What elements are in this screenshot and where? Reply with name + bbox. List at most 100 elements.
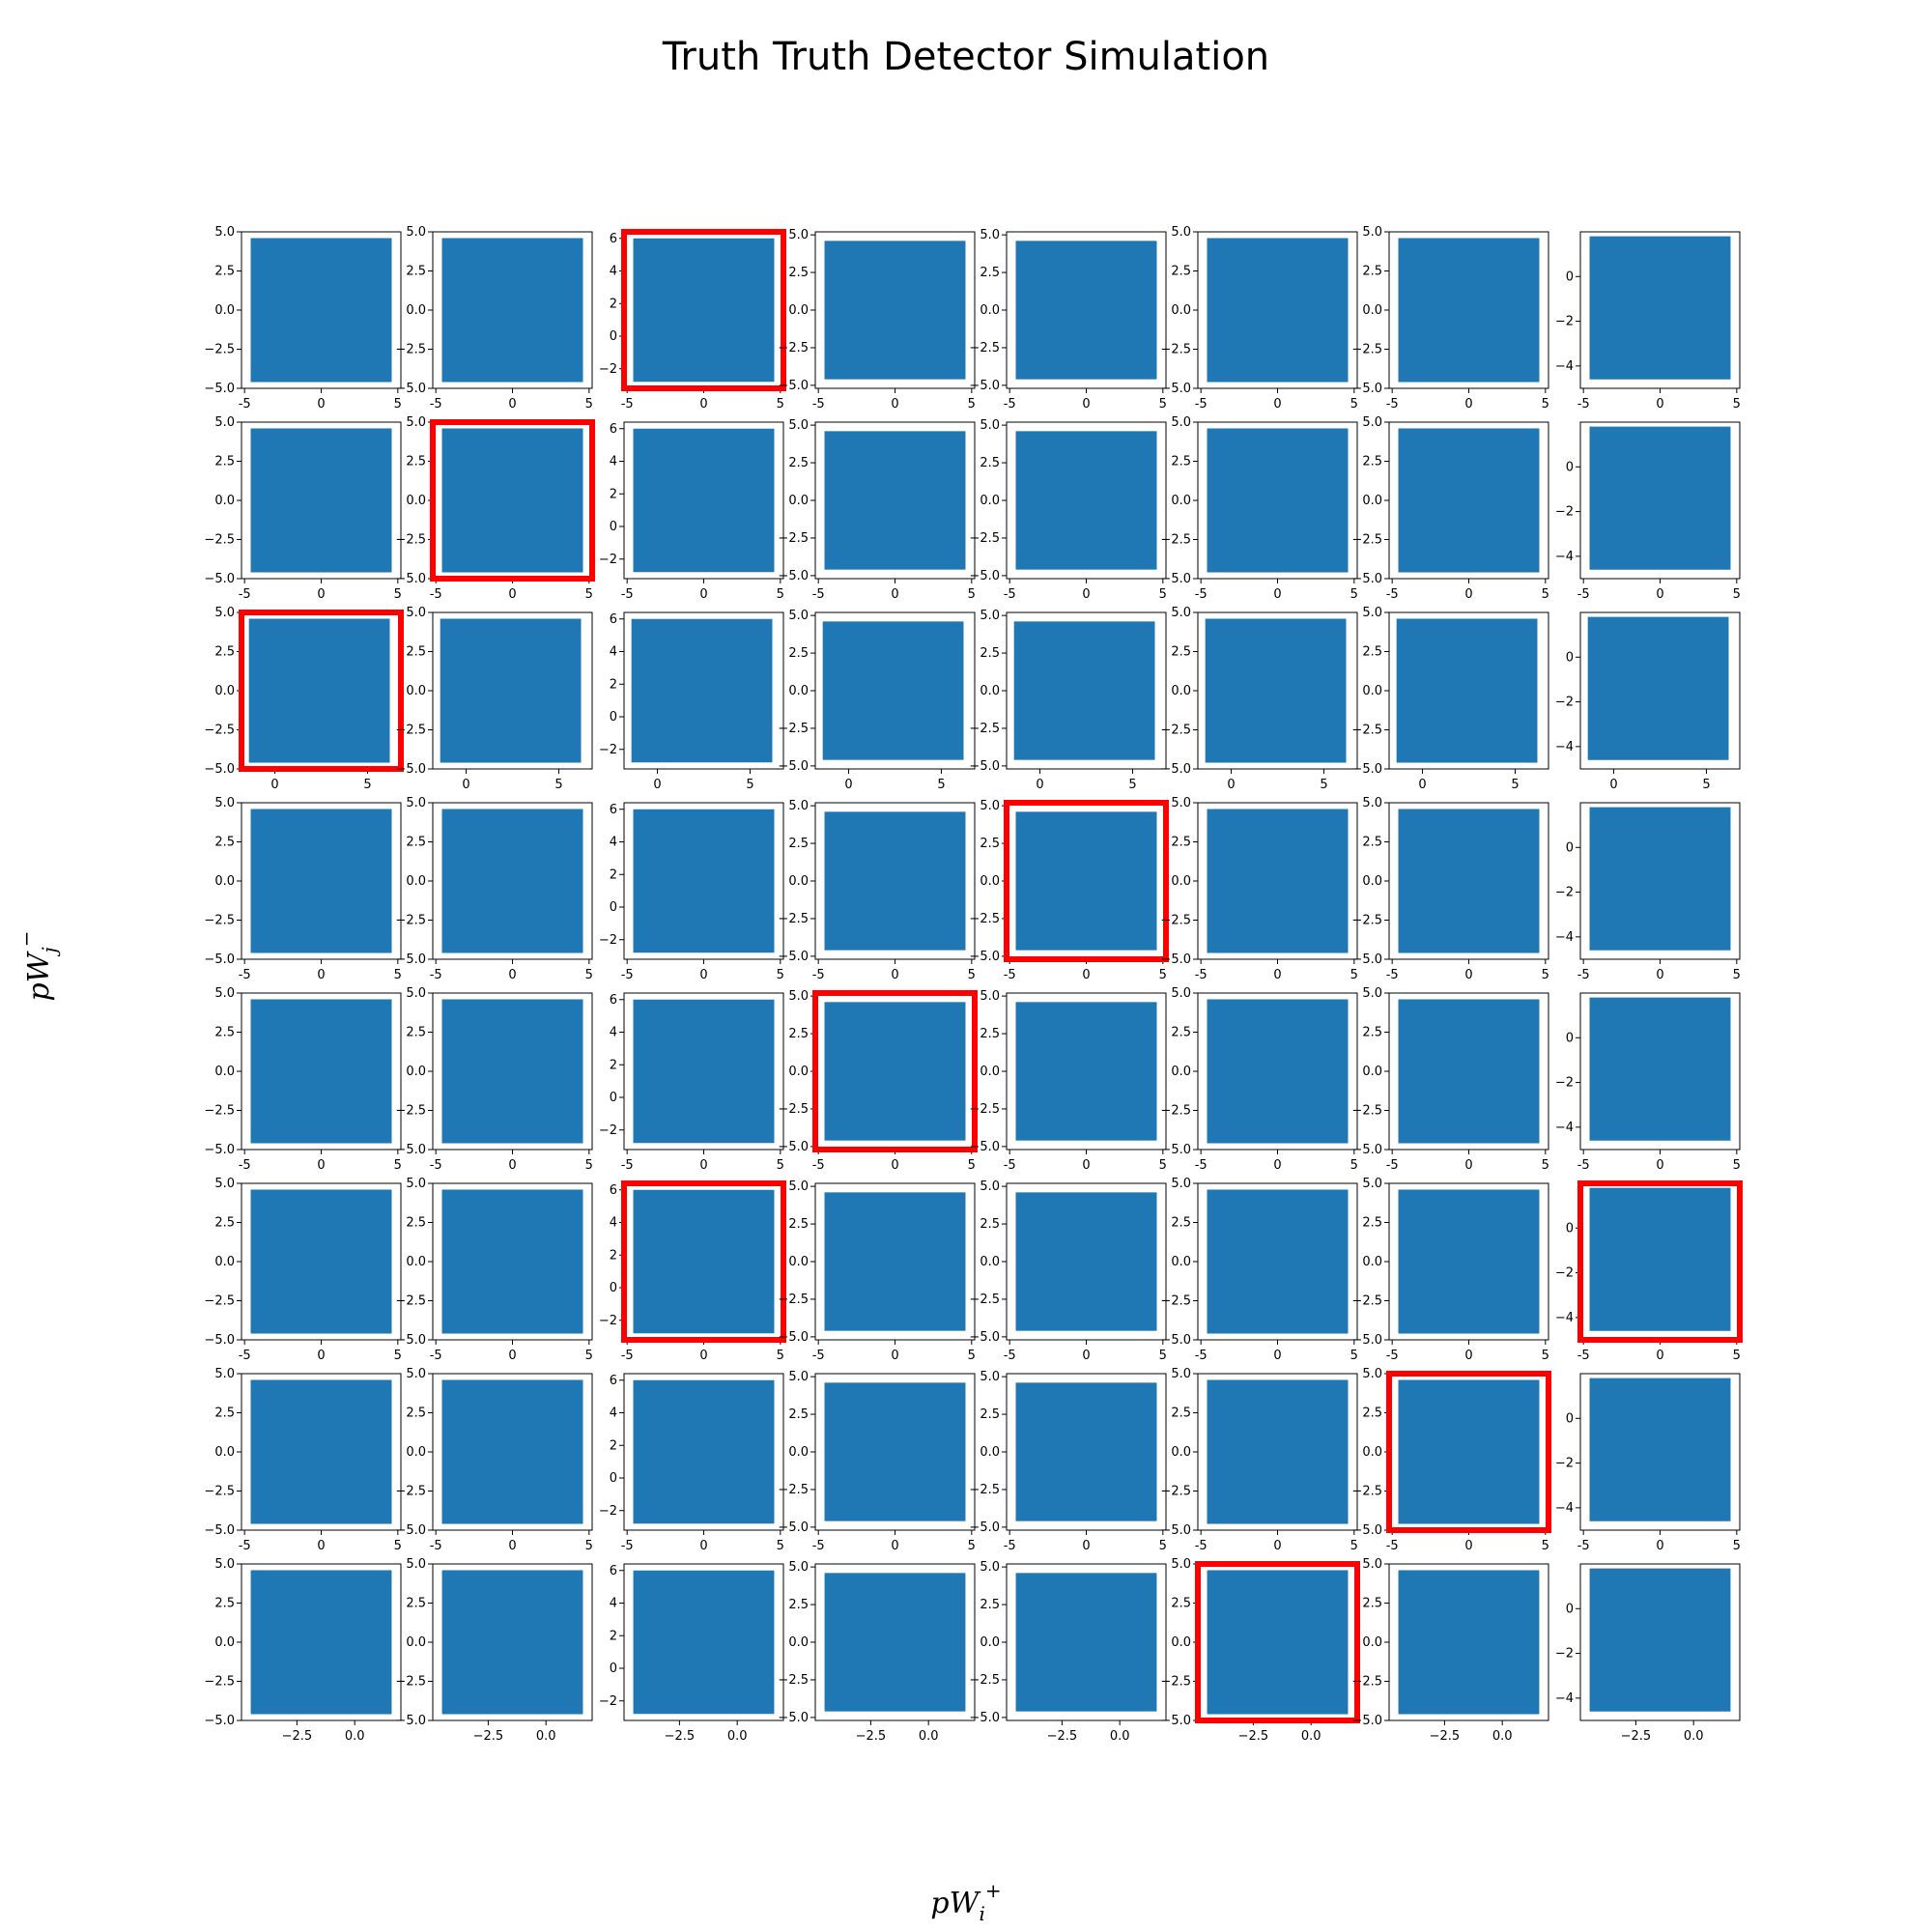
y-tick-label: 5.0 bbox=[1171, 606, 1191, 620]
scatter-points bbox=[824, 431, 966, 570]
y-tick-label: −2 bbox=[1555, 505, 1574, 520]
x-tick-label: 0 bbox=[270, 778, 278, 792]
y-tick-label: −5.0 bbox=[1160, 952, 1191, 967]
x-tick-label: -5 bbox=[1577, 587, 1590, 602]
y-tick-label: 5.0 bbox=[788, 1560, 809, 1575]
y-tick-label: 5.0 bbox=[980, 799, 1000, 813]
y-tick-label: −2.5 bbox=[969, 912, 1000, 926]
x-tick-label: 5 bbox=[1350, 587, 1358, 602]
x-tick-label: -5 bbox=[239, 1539, 251, 1553]
x-tick-label: -5 bbox=[1386, 1539, 1399, 1553]
x-tick-label: -5 bbox=[1577, 1349, 1590, 1363]
subplot-r5-c2: -5 0 5 −2 0 2 4 6 bbox=[599, 1180, 786, 1363]
scatter-points bbox=[1207, 238, 1349, 383]
x-tick-label: 0 bbox=[1273, 587, 1281, 602]
y-tick-label: 0.0 bbox=[406, 1445, 426, 1460]
y-tick-label: −2.5 bbox=[395, 1294, 426, 1309]
y-tick-label: 2.5 bbox=[788, 646, 809, 661]
y-tick-label: 0 bbox=[610, 520, 617, 534]
y-tick-label: −2 bbox=[1555, 1266, 1574, 1281]
y-tick-label: 2.5 bbox=[214, 1216, 235, 1231]
x-tick-label: 5 bbox=[394, 1349, 402, 1363]
scatter-points bbox=[1398, 1189, 1540, 1334]
y-tick-label: 2.5 bbox=[980, 456, 1000, 470]
y-tick-label: 0.0 bbox=[980, 1065, 1000, 1079]
y-tick-label: 4 bbox=[610, 1406, 617, 1421]
x-tick-label: 0 bbox=[508, 397, 516, 412]
y-tick-label: 6 bbox=[610, 1374, 617, 1388]
x-tick-label: 5 bbox=[1159, 1349, 1167, 1363]
scatter-points bbox=[1589, 807, 1731, 951]
y-tick-label: −5.0 bbox=[778, 1520, 809, 1535]
y-tick-label: −5.0 bbox=[969, 950, 1000, 964]
y-tick-label: 0 bbox=[610, 1471, 617, 1486]
x-tick-label: 5 bbox=[1350, 1539, 1358, 1553]
x-tick-label: 0.0 bbox=[1110, 1729, 1130, 1744]
y-tick-label: −4 bbox=[1555, 1311, 1574, 1325]
y-tick-label: 5.0 bbox=[406, 1177, 426, 1191]
scatter-points bbox=[1207, 428, 1349, 573]
y-tick-label: 2.5 bbox=[214, 1026, 235, 1040]
x-tick-label: 5 bbox=[1350, 968, 1358, 982]
y-tick-label: 5.0 bbox=[214, 225, 235, 240]
y-tick-label: −5.0 bbox=[1160, 1143, 1191, 1157]
y-tick-label: −2.5 bbox=[395, 1485, 426, 1499]
y-tick-label: 0 bbox=[610, 900, 617, 915]
x-tick-label: -5 bbox=[1195, 1349, 1208, 1363]
y-tick-label: 5.0 bbox=[406, 606, 426, 620]
x-tick-label: 0.0 bbox=[1492, 1729, 1513, 1744]
y-tick-label: 0.0 bbox=[788, 1445, 809, 1460]
scatter-points bbox=[250, 238, 392, 383]
subplot-r5-c6: -5 0 5−5.0−2.50.02.55.0 bbox=[1351, 1177, 1549, 1363]
scatter-points bbox=[1015, 811, 1157, 951]
y-tick-label: 5.0 bbox=[1171, 1177, 1191, 1191]
x-tick-label: 5 bbox=[585, 1539, 593, 1553]
x-tick-label: -5 bbox=[1004, 968, 1016, 982]
y-tick-label: 2.5 bbox=[1362, 455, 1382, 469]
scatter-points bbox=[440, 618, 582, 763]
y-tick-label: −5.0 bbox=[1351, 1714, 1382, 1728]
scatter-points bbox=[1013, 621, 1155, 760]
subplot-r5-c0: -5 0 5 −5.0 −2.5 0.0 2.5 5.0 bbox=[204, 1177, 402, 1363]
y-tick-label: −5.0 bbox=[395, 1333, 426, 1348]
y-tick-label: −2 bbox=[599, 553, 617, 567]
x-tick-label: 0 bbox=[1609, 778, 1617, 792]
y-tick-label: 0 bbox=[1566, 840, 1574, 855]
y-tick-label: −5.0 bbox=[778, 1711, 809, 1725]
subplot-r2-c1: 0 5 −5.0 −2.5 0.0 2.5 5.0 bbox=[395, 606, 593, 792]
x-tick-label: 5 bbox=[1733, 968, 1741, 982]
y-tick-label: 5.0 bbox=[214, 1367, 235, 1381]
y-tick-label: −5.0 bbox=[1351, 572, 1382, 586]
x-tick-label: 0 bbox=[699, 968, 707, 982]
subplot-r6-c3: -5 0 5 −5.0 −2.5 0.0 2.5 5.0 bbox=[778, 1370, 976, 1553]
x-tick-label: -5 bbox=[1386, 1158, 1399, 1173]
y-tick-label: −2.5 bbox=[969, 341, 1000, 355]
y-tick-label: 2.5 bbox=[1362, 836, 1382, 850]
x-tick-label: 5 bbox=[777, 397, 784, 412]
scatter-points bbox=[1207, 809, 1349, 953]
x-tick-label: 0 bbox=[1036, 778, 1043, 792]
y-tick-label: −5.0 bbox=[969, 1140, 1000, 1154]
y-tick-label: 2.5 bbox=[214, 1597, 235, 1611]
y-tick-label: 0.0 bbox=[406, 494, 426, 508]
y-tick-label: −2.5 bbox=[1160, 343, 1191, 357]
x-tick-label: 5 bbox=[746, 778, 753, 792]
y-tick-label: −5.0 bbox=[395, 762, 426, 777]
y-tick-label: −5.0 bbox=[1160, 572, 1191, 586]
x-tick-label: -5 bbox=[1577, 1539, 1590, 1553]
scatter-points bbox=[441, 238, 583, 383]
y-tick-label: 0.0 bbox=[980, 684, 1000, 698]
y-tick-label: 0.0 bbox=[1171, 1065, 1191, 1079]
x-tick-label: 0.0 bbox=[1684, 1729, 1704, 1744]
x-tick-label: 0 bbox=[699, 1539, 707, 1553]
y-tick-label: −5.0 bbox=[778, 950, 809, 964]
y-tick-label: 5.0 bbox=[1362, 796, 1382, 810]
x-tick-label: -5 bbox=[1577, 968, 1590, 982]
x-tick-label: 0 bbox=[1464, 587, 1472, 602]
subplot-r5-c5: -5 0 5−5.0−2.50.02.55.0 bbox=[1160, 1177, 1358, 1363]
x-tick-label: -5 bbox=[1004, 1349, 1016, 1363]
y-tick-label: 6 bbox=[610, 1564, 617, 1578]
x-tick-label: 0 bbox=[317, 968, 325, 982]
x-tick-label: 0 bbox=[508, 1349, 516, 1363]
x-axis-label-base: pW bbox=[930, 1887, 980, 1920]
